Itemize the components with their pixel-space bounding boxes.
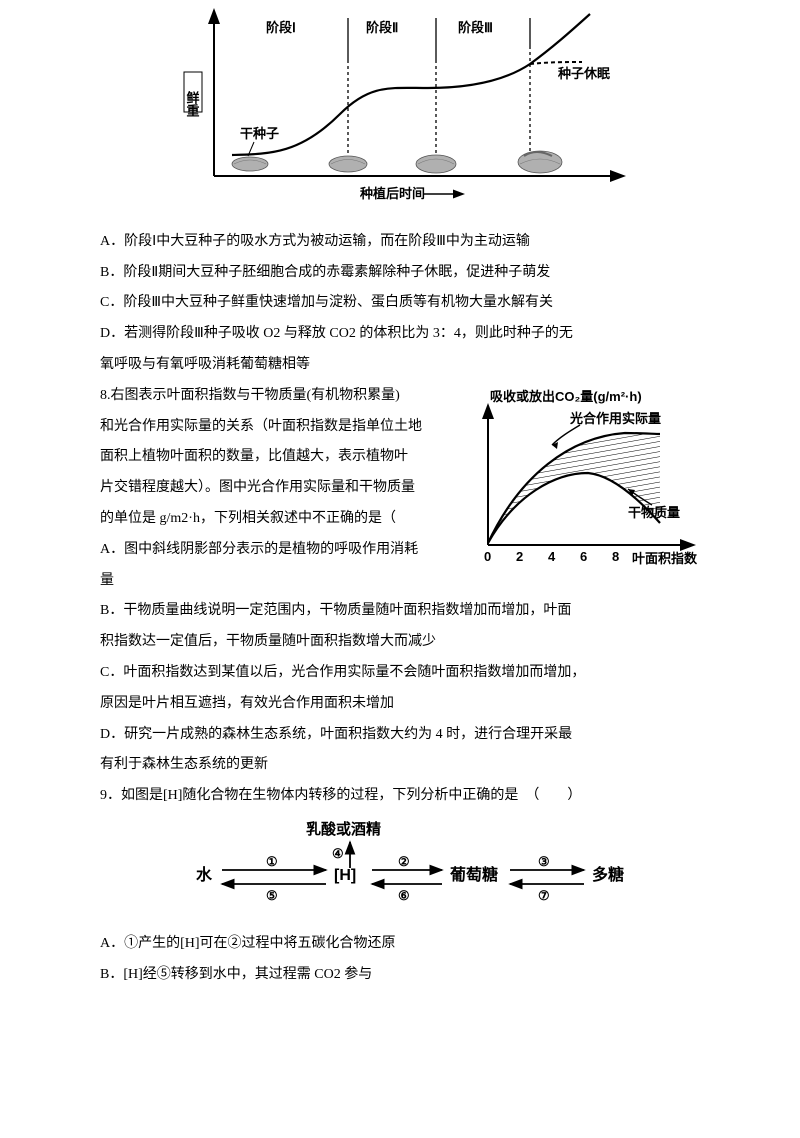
q8-option-d-line1: D．研究一片成熟的森林生态系统，叶面积指数大约为 4 时，进行合理开采最 [100,720,700,751]
fig3-poly: 多糖 [592,865,624,884]
fig3-c1: ① [266,854,278,869]
fig3-c2: ② [398,854,410,869]
q8-option-d-line2: 有利于森林生态系统的更新 [100,750,700,781]
fig2-series-dry: 干物质量 [628,505,680,520]
q8-option-c-line2: 原因是叶片相互遮挡，有效光合作用面积未增加 [100,689,700,720]
fig3-H: [H] [334,867,356,884]
fig3-prod: 乳酸或酒精 [306,820,381,838]
fig2-tick-6: 6 [580,549,587,564]
q9-option-a: A．①产生的[H]可在②过程中将五碳化合物还原 [100,929,700,960]
fig2-xlabel: 叶面积指数 [632,551,698,566]
q7-option-d-line2: 氧呼吸与有氧呼吸消耗葡萄糖相等 [100,350,700,381]
fig1-dormancy: 种子休眠 [557,66,610,81]
q7-option-a: A．阶段Ⅰ中大豆种子的吸水方式为被动运输，而在阶段Ⅲ中为主动运输 [100,227,700,258]
fig1-phase3: 阶段Ⅲ [458,20,493,35]
q7-option-d-line1: D．若测得阶段Ⅲ种子吸收 O2 与释放 CO2 的体积比为 3：4，则此时种子的… [100,319,700,350]
figure-seed-germination: 鲜重 阶段Ⅰ 阶段Ⅱ 阶段Ⅲ 种子休眠 干种子 [100,6,700,219]
fig1-dry-seed: 干种子 [240,126,279,141]
fig1-xlabel: 种植后时间 [359,186,425,201]
q8-option-c-line1: C．叶面积指数达到某值以后，光合作用实际量不会随叶面积指数增加而增加， [100,658,700,689]
q8-option-b-line1: B．干物质量曲线说明一定范围内，干物质量随叶面积指数增加而增加，叶面 [100,596,700,627]
fig3-glucose: 葡萄糖 [449,865,498,884]
q9-stem: 9．如图是[H]随化合物在生物体内转移的过程，下列分析中正确的是 （ ） [100,781,700,812]
fig3-c5: ⑤ [266,888,278,903]
fig1-phase1: 阶段Ⅰ [266,20,296,35]
fig1-ylabel: 鲜重 [185,90,200,118]
fig3-c4: ④ [332,846,344,861]
figure-h-transfer: 乳酸或酒精 ④ 水 [H] 葡萄糖 多糖 ① ⑤ ② ⑥ [100,818,700,921]
fig2-tick-8: 8 [612,549,619,564]
q8-option-b-line2: 积指数达一定值后，干物质量随叶面积指数增大而减少 [100,627,700,658]
fig3-c7: ⑦ [538,888,550,903]
fig3-c3: ③ [538,854,550,869]
fig2-ytitle: 吸收或放出CO₂量(g/m²·h) [490,389,642,404]
q7-option-c: C．阶段Ⅲ中大豆种子鲜重快速增加与淀粉、蛋白质等有机物大量水解有关 [100,288,700,319]
fig2-series-actual: 光合作用实际量 [569,411,661,426]
figure-leaf-area-index: 吸收或放出CO₂量(g/m²·h) 光合作用实际量 [460,385,700,588]
q7-option-b: B．阶段Ⅱ期间大豆种子胚细胞合成的赤霉素解除种子休眠，促进种子萌发 [100,258,700,289]
q9-option-b: B．[H]经⑤转移到水中，其过程需 CO2 参与 [100,960,700,991]
fig2-tick-2: 2 [516,549,523,564]
fig1-phase2: 阶段Ⅱ [366,20,398,35]
fig3-water: 水 [196,865,213,884]
fig2-tick-4: 4 [548,549,556,564]
fig3-c6: ⑥ [398,888,410,903]
fig2-tick-0: 0 [484,549,491,564]
